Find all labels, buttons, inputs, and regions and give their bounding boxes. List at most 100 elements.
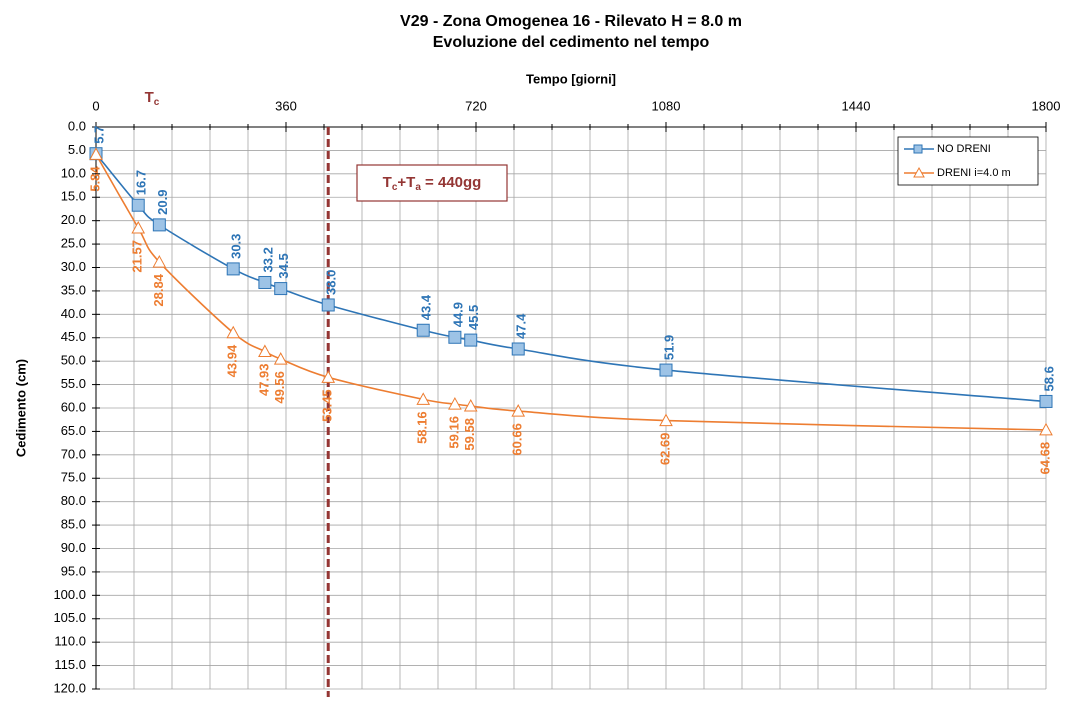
- data-label: 28.84: [151, 273, 166, 306]
- y-tick-label: 105.0: [53, 610, 86, 625]
- vline-label-part: a: [415, 182, 421, 193]
- legend-label: NO DRENI: [937, 143, 991, 155]
- vline-label-box: [356, 164, 508, 202]
- y-tick-label: 0.0: [68, 118, 86, 133]
- x-tick-label: 1440: [842, 98, 871, 113]
- vline-label-part: = 440gg: [421, 174, 481, 191]
- marker: [659, 363, 673, 377]
- data-label: 33.2: [260, 247, 275, 272]
- tc-label: Tc: [145, 89, 160, 108]
- data-label: 58.6: [1041, 366, 1056, 391]
- y-tick-label: 50.0: [61, 353, 86, 368]
- x-tick-label: 360: [275, 98, 297, 113]
- y-tick-label: 75.0: [61, 470, 86, 485]
- legend-label: DRENI i=4.0 m: [937, 167, 1011, 179]
- marker: [152, 218, 166, 232]
- marker: [1039, 394, 1053, 408]
- data-label: 51.9: [661, 335, 676, 360]
- data-label: 47.93: [256, 363, 271, 396]
- marker: [152, 255, 167, 268]
- marker: [416, 323, 430, 337]
- data-label: 60.66: [510, 423, 525, 456]
- data-label: 5.7: [91, 126, 106, 144]
- data-label: 62.69: [657, 433, 672, 466]
- marker: [511, 342, 525, 356]
- y-tick-label: 90.0: [61, 540, 86, 555]
- vline-label-part: c: [392, 182, 398, 193]
- y-tick-label: 40.0: [61, 306, 86, 321]
- marker: [448, 397, 462, 410]
- vline-label-part: +T: [397, 174, 415, 191]
- y-tick-label: 20.0: [61, 212, 86, 227]
- data-label: 16.7: [134, 170, 149, 195]
- marker: [131, 220, 146, 234]
- series-line: [95, 153, 1047, 431]
- legend-marker: [913, 144, 923, 154]
- data-label: 44.9: [450, 302, 465, 327]
- y-tick-label: 95.0: [61, 563, 86, 578]
- marker: [258, 275, 272, 289]
- y-tick-label: 65.0: [61, 423, 86, 438]
- marker: [464, 333, 478, 347]
- marker: [274, 282, 288, 296]
- y-tick-label: 115.0: [54, 657, 86, 672]
- y-tick-label: 25.0: [61, 236, 86, 251]
- x-tick-label: 0: [92, 98, 99, 113]
- data-label: 5.84: [87, 166, 102, 192]
- marker: [89, 147, 103, 160]
- marker: [131, 198, 145, 212]
- data-label: 21.57: [130, 240, 145, 273]
- marker: [258, 344, 272, 357]
- y-tick-label: 120.0: [53, 680, 86, 695]
- y-tick-label: 30.0: [61, 259, 86, 274]
- data-label: 49.56: [272, 371, 287, 404]
- vline-label-part: T: [383, 174, 392, 191]
- data-label: 43.94: [225, 344, 240, 377]
- data-label: 45.5: [466, 305, 481, 330]
- chart-title: V29 - Zona Omogenea 16 - Rilevato H = 8.…: [400, 13, 742, 30]
- marker: [416, 392, 431, 405]
- marker: [448, 330, 462, 344]
- data-label: 20.9: [155, 190, 170, 215]
- marker: [321, 298, 335, 312]
- y-tick-label: 85.0: [61, 517, 86, 532]
- marker: [226, 262, 240, 276]
- legend-marker: [913, 166, 925, 178]
- y-tick-label: 45.0: [61, 329, 86, 344]
- data-label: 59.16: [446, 416, 461, 449]
- data-label: 47.4: [514, 313, 529, 339]
- data-label: 43.4: [419, 294, 434, 320]
- y-tick-label: 5.0: [68, 142, 86, 157]
- series-line: [95, 153, 1047, 403]
- y-tick-label: 55.0: [61, 376, 86, 391]
- y-tick-label: 70.0: [61, 446, 86, 461]
- y-tick-label: 10.0: [61, 165, 86, 180]
- data-label: 59.58: [462, 418, 477, 451]
- data-label: 53.45: [320, 389, 335, 422]
- y-axis-label: Cedimento (cm): [13, 359, 28, 457]
- x-tick-label: 720: [465, 98, 487, 113]
- data-label: 64.68: [1037, 442, 1052, 475]
- marker: [659, 413, 673, 427]
- x-tick-label: 1080: [652, 98, 681, 113]
- marker: [511, 404, 526, 417]
- tc-label-part: c: [154, 97, 160, 108]
- marker: [463, 398, 478, 412]
- y-tick-label: 100.0: [53, 587, 86, 602]
- data-label: 38.0: [324, 270, 339, 295]
- y-tick-label: 60.0: [61, 399, 86, 414]
- marker: [321, 370, 336, 383]
- marker: [1039, 422, 1053, 436]
- y-tick-label: 35.0: [61, 282, 86, 297]
- y-tick-label: 80.0: [61, 493, 86, 508]
- data-label: 58.16: [415, 411, 430, 444]
- marker: [226, 325, 241, 339]
- data-label: 30.3: [229, 234, 244, 259]
- chart-subtitle: Evoluzione del cedimento nel tempo: [433, 34, 710, 51]
- data-label: 34.5: [276, 253, 291, 278]
- tc-label-part: T: [145, 89, 154, 106]
- x-axis-label: Tempo [giorni]: [526, 71, 616, 86]
- y-tick-label: 15.0: [61, 189, 86, 204]
- marker: [273, 352, 288, 365]
- y-tick-label: 110.0: [54, 634, 86, 649]
